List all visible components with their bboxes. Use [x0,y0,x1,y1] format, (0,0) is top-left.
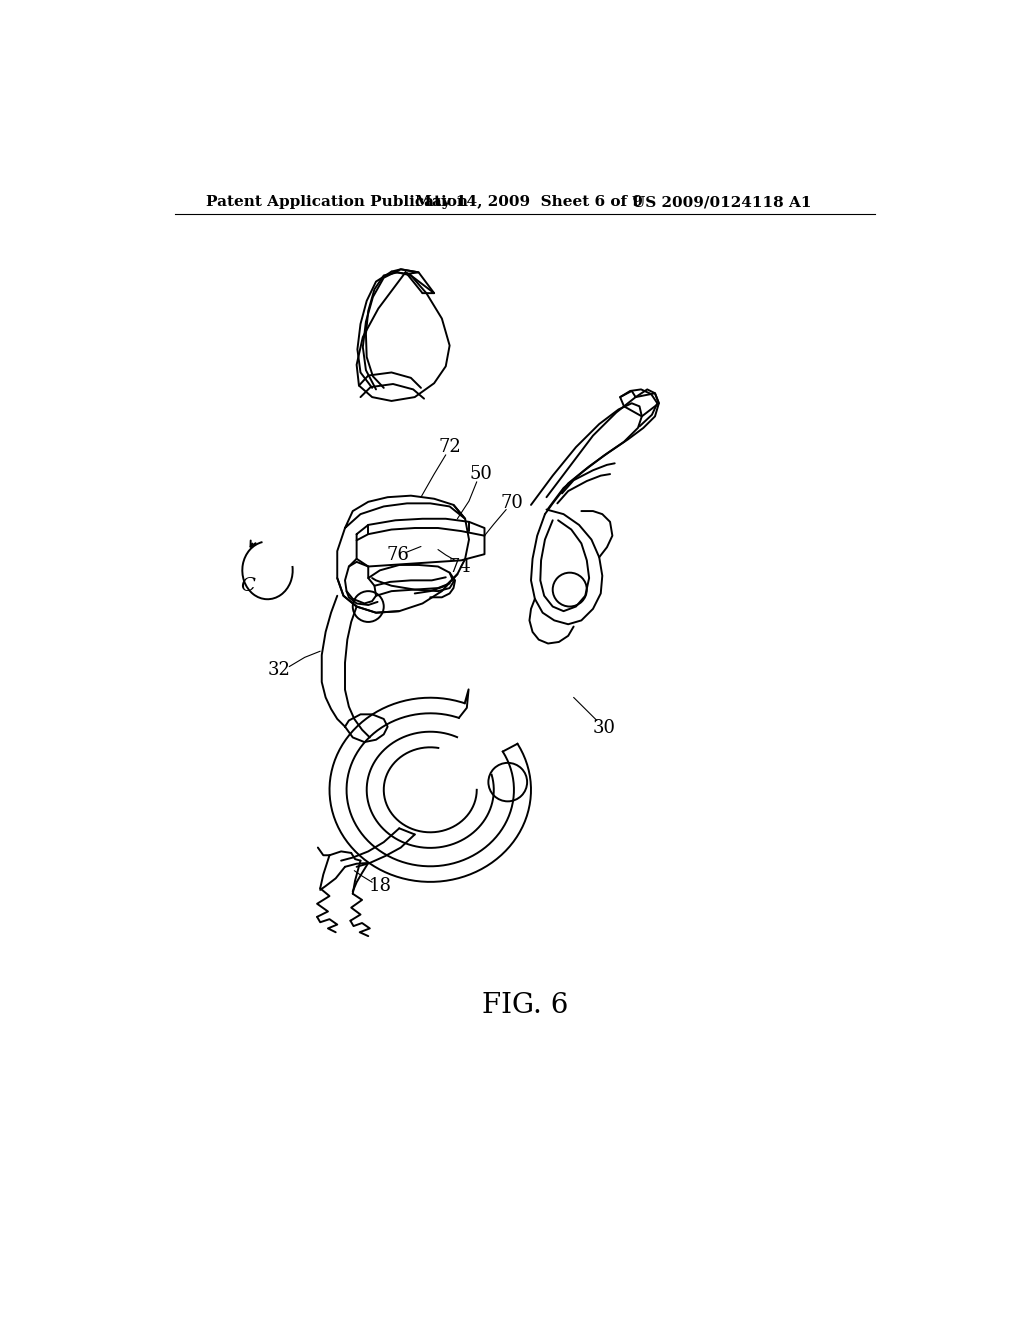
Text: 18: 18 [369,876,391,895]
Text: 70: 70 [500,495,523,512]
Text: May 14, 2009  Sheet 6 of 9: May 14, 2009 Sheet 6 of 9 [415,195,643,210]
Text: 30: 30 [593,719,616,737]
Text: 76: 76 [386,546,410,564]
Text: 72: 72 [438,438,461,457]
Text: 32: 32 [267,661,291,680]
Text: Patent Application Publication: Patent Application Publication [206,195,468,210]
Text: 74: 74 [449,557,471,576]
Text: 50: 50 [469,465,493,483]
Text: FIG. 6: FIG. 6 [481,991,568,1019]
Text: C: C [241,577,256,595]
Text: US 2009/0124118 A1: US 2009/0124118 A1 [632,195,811,210]
